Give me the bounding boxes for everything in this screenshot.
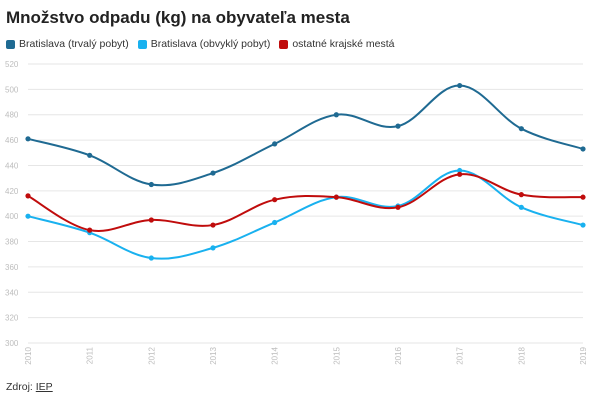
data-point <box>148 217 154 223</box>
x-tick-label: 2010 <box>24 346 33 364</box>
legend-label-ostatne-krajske-mesta: ostatné krajské mestá <box>292 38 395 50</box>
legend-item-ostatne-krajske-mesta[interactable]: ostatné krajské mestá <box>279 38 394 50</box>
data-point <box>333 194 339 200</box>
x-tick-label: 2018 <box>517 346 526 364</box>
data-point <box>210 245 216 251</box>
x-tick-label: 2019 <box>579 346 588 364</box>
y-tick-label: 320 <box>5 314 19 323</box>
source-link[interactable]: IEP <box>35 381 53 393</box>
data-point <box>272 197 278 203</box>
data-point <box>580 194 586 200</box>
data-point <box>210 170 216 176</box>
y-tick-label: 460 <box>5 136 19 145</box>
legend-label-bratislava-trvaly: Bratislava (trvalý pobyt) <box>19 38 129 50</box>
source-prefix: Zdroj: <box>6 381 33 393</box>
data-point <box>25 193 31 199</box>
y-tick-label: 360 <box>5 263 19 272</box>
x-tick-label: 2015 <box>332 346 341 364</box>
data-point <box>25 136 31 142</box>
data-point <box>148 181 154 188</box>
y-tick-label: 380 <box>5 238 19 247</box>
data-point <box>210 222 216 228</box>
series-line <box>27 169 584 260</box>
y-tick-label: 480 <box>5 111 19 120</box>
data-point <box>395 123 401 129</box>
data-point <box>333 112 339 118</box>
data-point <box>457 167 463 174</box>
x-tick-label: 2013 <box>209 346 218 364</box>
y-tick-label: 340 <box>5 288 19 297</box>
data-point <box>580 222 586 228</box>
data-point <box>580 146 586 152</box>
data-point <box>25 213 31 219</box>
y-tick-label: 520 <box>5 60 19 69</box>
legend-item-bratislava-obvykly[interactable]: Bratislava (obvyklý pobyt) <box>137 38 271 50</box>
y-tick-label: 420 <box>5 187 19 196</box>
source-note: Zdroj: IEP <box>6 381 53 393</box>
legend-swatch-ostatne-krajske-mesta <box>279 39 289 49</box>
legend-label-bratislava-obvykly: Bratislava (obvyklý pobyt) <box>150 38 271 50</box>
data-point <box>457 171 463 177</box>
x-tick-label: 2017 <box>456 346 465 364</box>
y-tick-label: 300 <box>5 339 19 348</box>
data-point <box>272 219 278 226</box>
legend-item-bratislava-trvaly[interactable]: Bratislava (trvalý pobyt) <box>6 38 129 50</box>
data-point <box>457 82 463 89</box>
chart-title: Množstvo odpadu (kg) na obyvateľa mesta <box>6 8 350 27</box>
data-point <box>87 227 93 233</box>
y-tick-label: 500 <box>5 85 19 94</box>
data-point <box>518 204 524 210</box>
legend-swatch-bratislava-obvykly <box>137 39 147 49</box>
data-point <box>148 255 154 261</box>
x-tick-label: 2012 <box>147 346 156 364</box>
line-chart: 300 320 340 360 380 400 420 440 460 480 500 520 2010… <box>5 60 588 365</box>
data-point <box>272 141 278 147</box>
y-tick-label: 400 <box>5 212 19 221</box>
x-tick-label: 2011 <box>86 346 95 364</box>
data-point <box>395 204 401 210</box>
series-line <box>27 173 584 232</box>
data-point <box>518 126 524 132</box>
x-tick-label: 2014 <box>271 346 280 364</box>
legend-swatch-bratislava-trvaly <box>6 39 15 49</box>
legend: Bratislava (trvalý pobyt) Bratislava (ob… <box>6 38 403 50</box>
y-tick-label: 440 <box>5 161 19 170</box>
data-point <box>87 152 93 158</box>
data-point <box>518 192 524 198</box>
series-line <box>27 84 584 187</box>
x-tick-label: 2016 <box>394 346 403 364</box>
